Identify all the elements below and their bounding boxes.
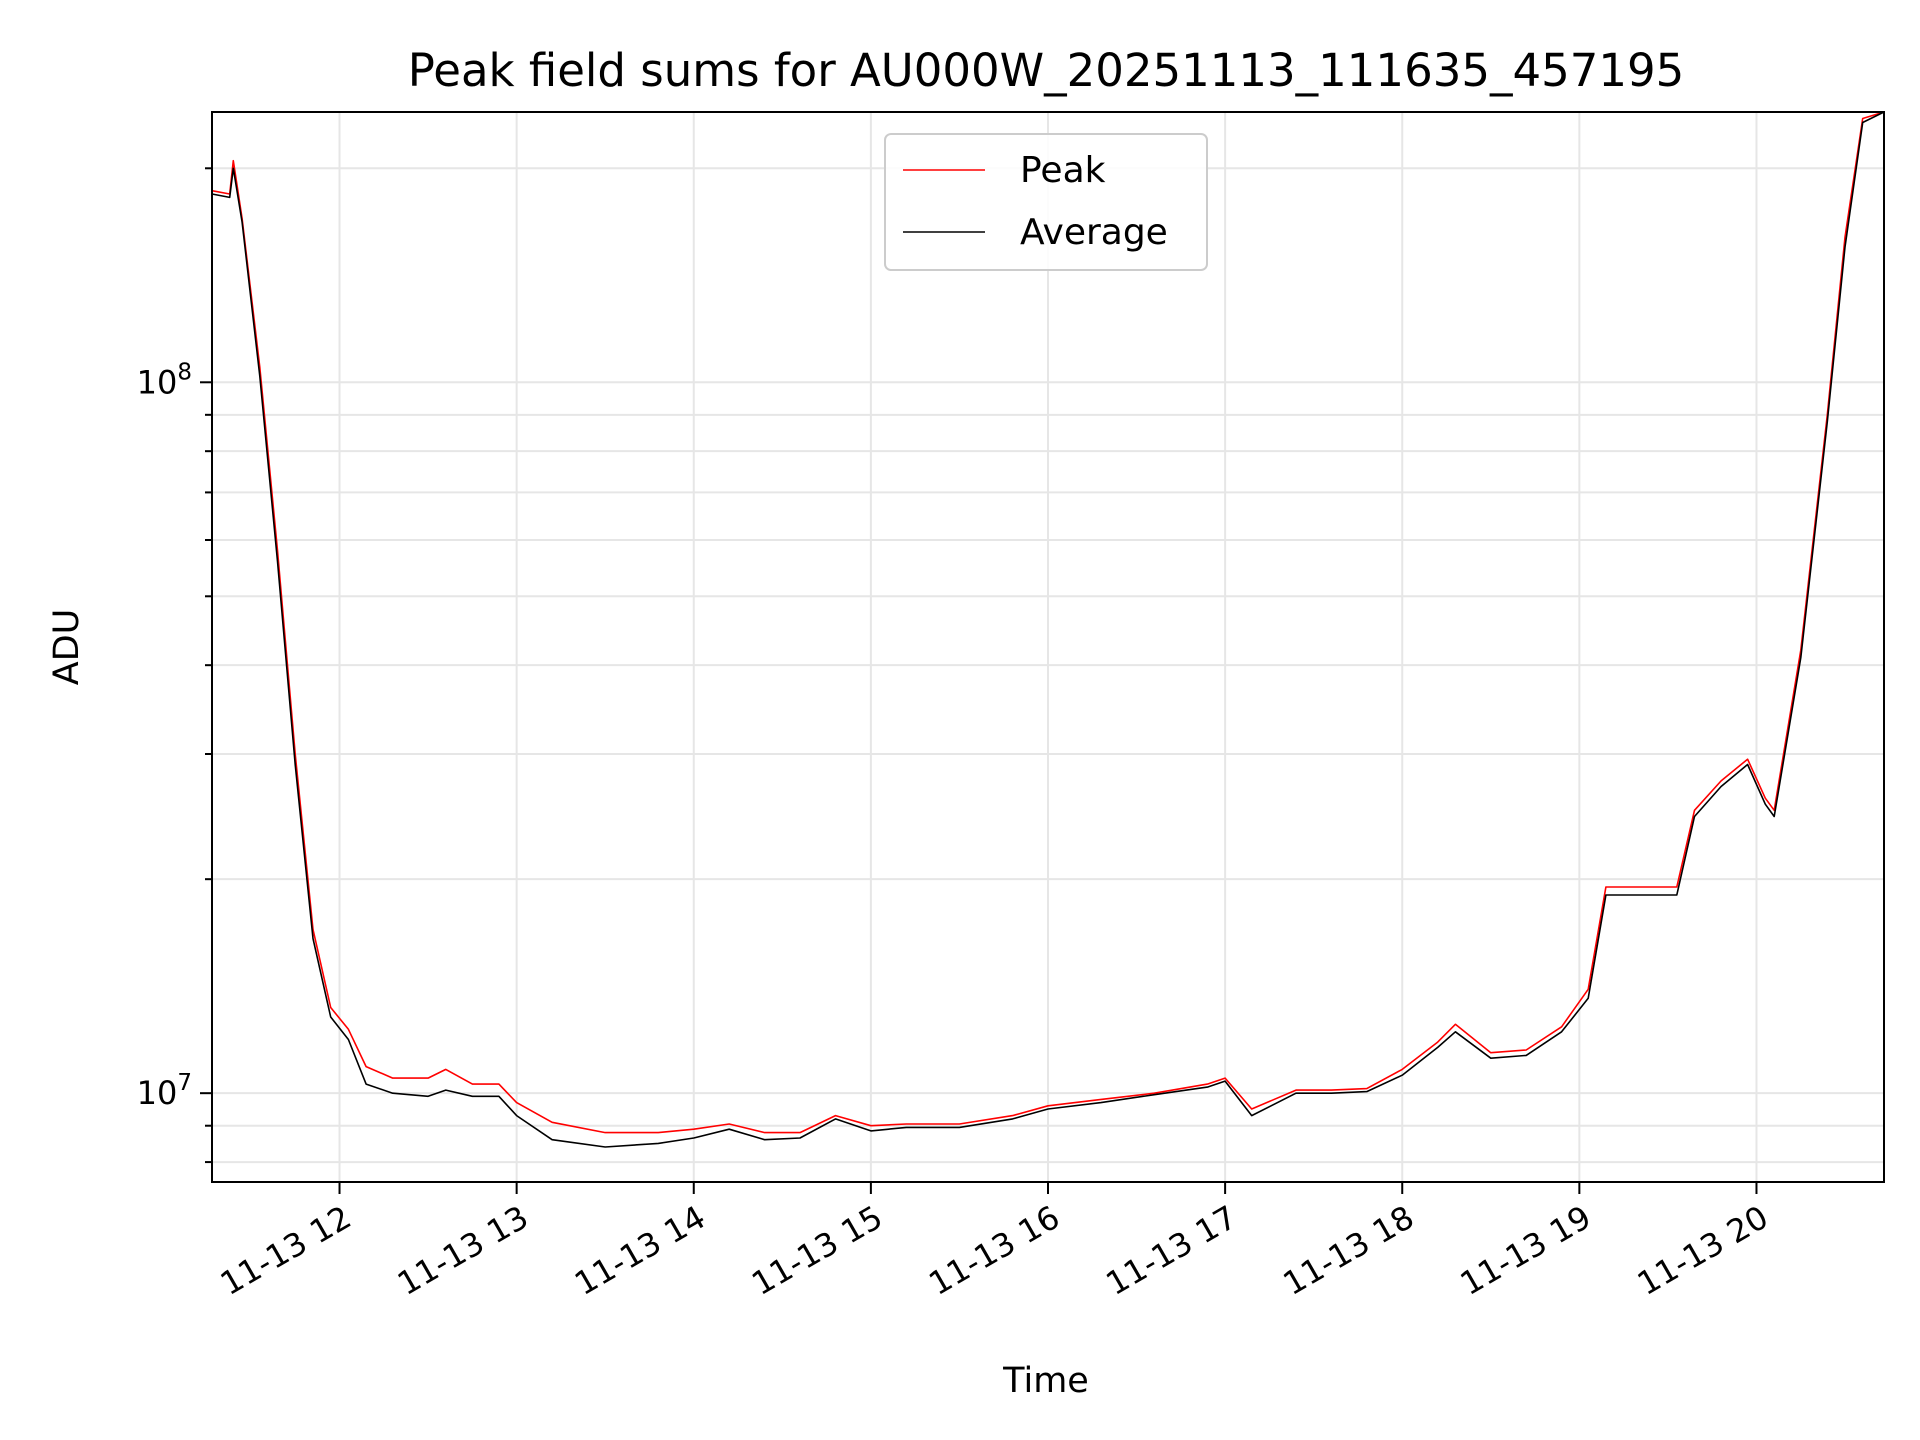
grid bbox=[212, 112, 1884, 1182]
x-axis-label: Time bbox=[1002, 1361, 1089, 1401]
legend-label-average: Average bbox=[1020, 212, 1168, 253]
y-tick-label: 107 bbox=[137, 1070, 192, 1112]
y-axis-label: ADU bbox=[47, 609, 87, 686]
legend-label-peak: Peak bbox=[1020, 150, 1106, 191]
y-tick-base: 10 bbox=[137, 363, 178, 401]
legend-box bbox=[884, 133, 1208, 271]
y-tick-label: 108 bbox=[137, 359, 192, 401]
y-tick-exponent: 8 bbox=[177, 359, 192, 385]
chart-title: Peak field sums for AU000W_20251113_1116… bbox=[408, 44, 1685, 97]
y-tick-exponent: 7 bbox=[177, 1070, 192, 1096]
series-line-average bbox=[211, 111, 1885, 1148]
y-tick-base: 10 bbox=[137, 1074, 178, 1112]
series-layer bbox=[211, 111, 1885, 1148]
series-line-peak bbox=[211, 111, 1885, 1134]
legend: Peak Average bbox=[884, 133, 1208, 271]
